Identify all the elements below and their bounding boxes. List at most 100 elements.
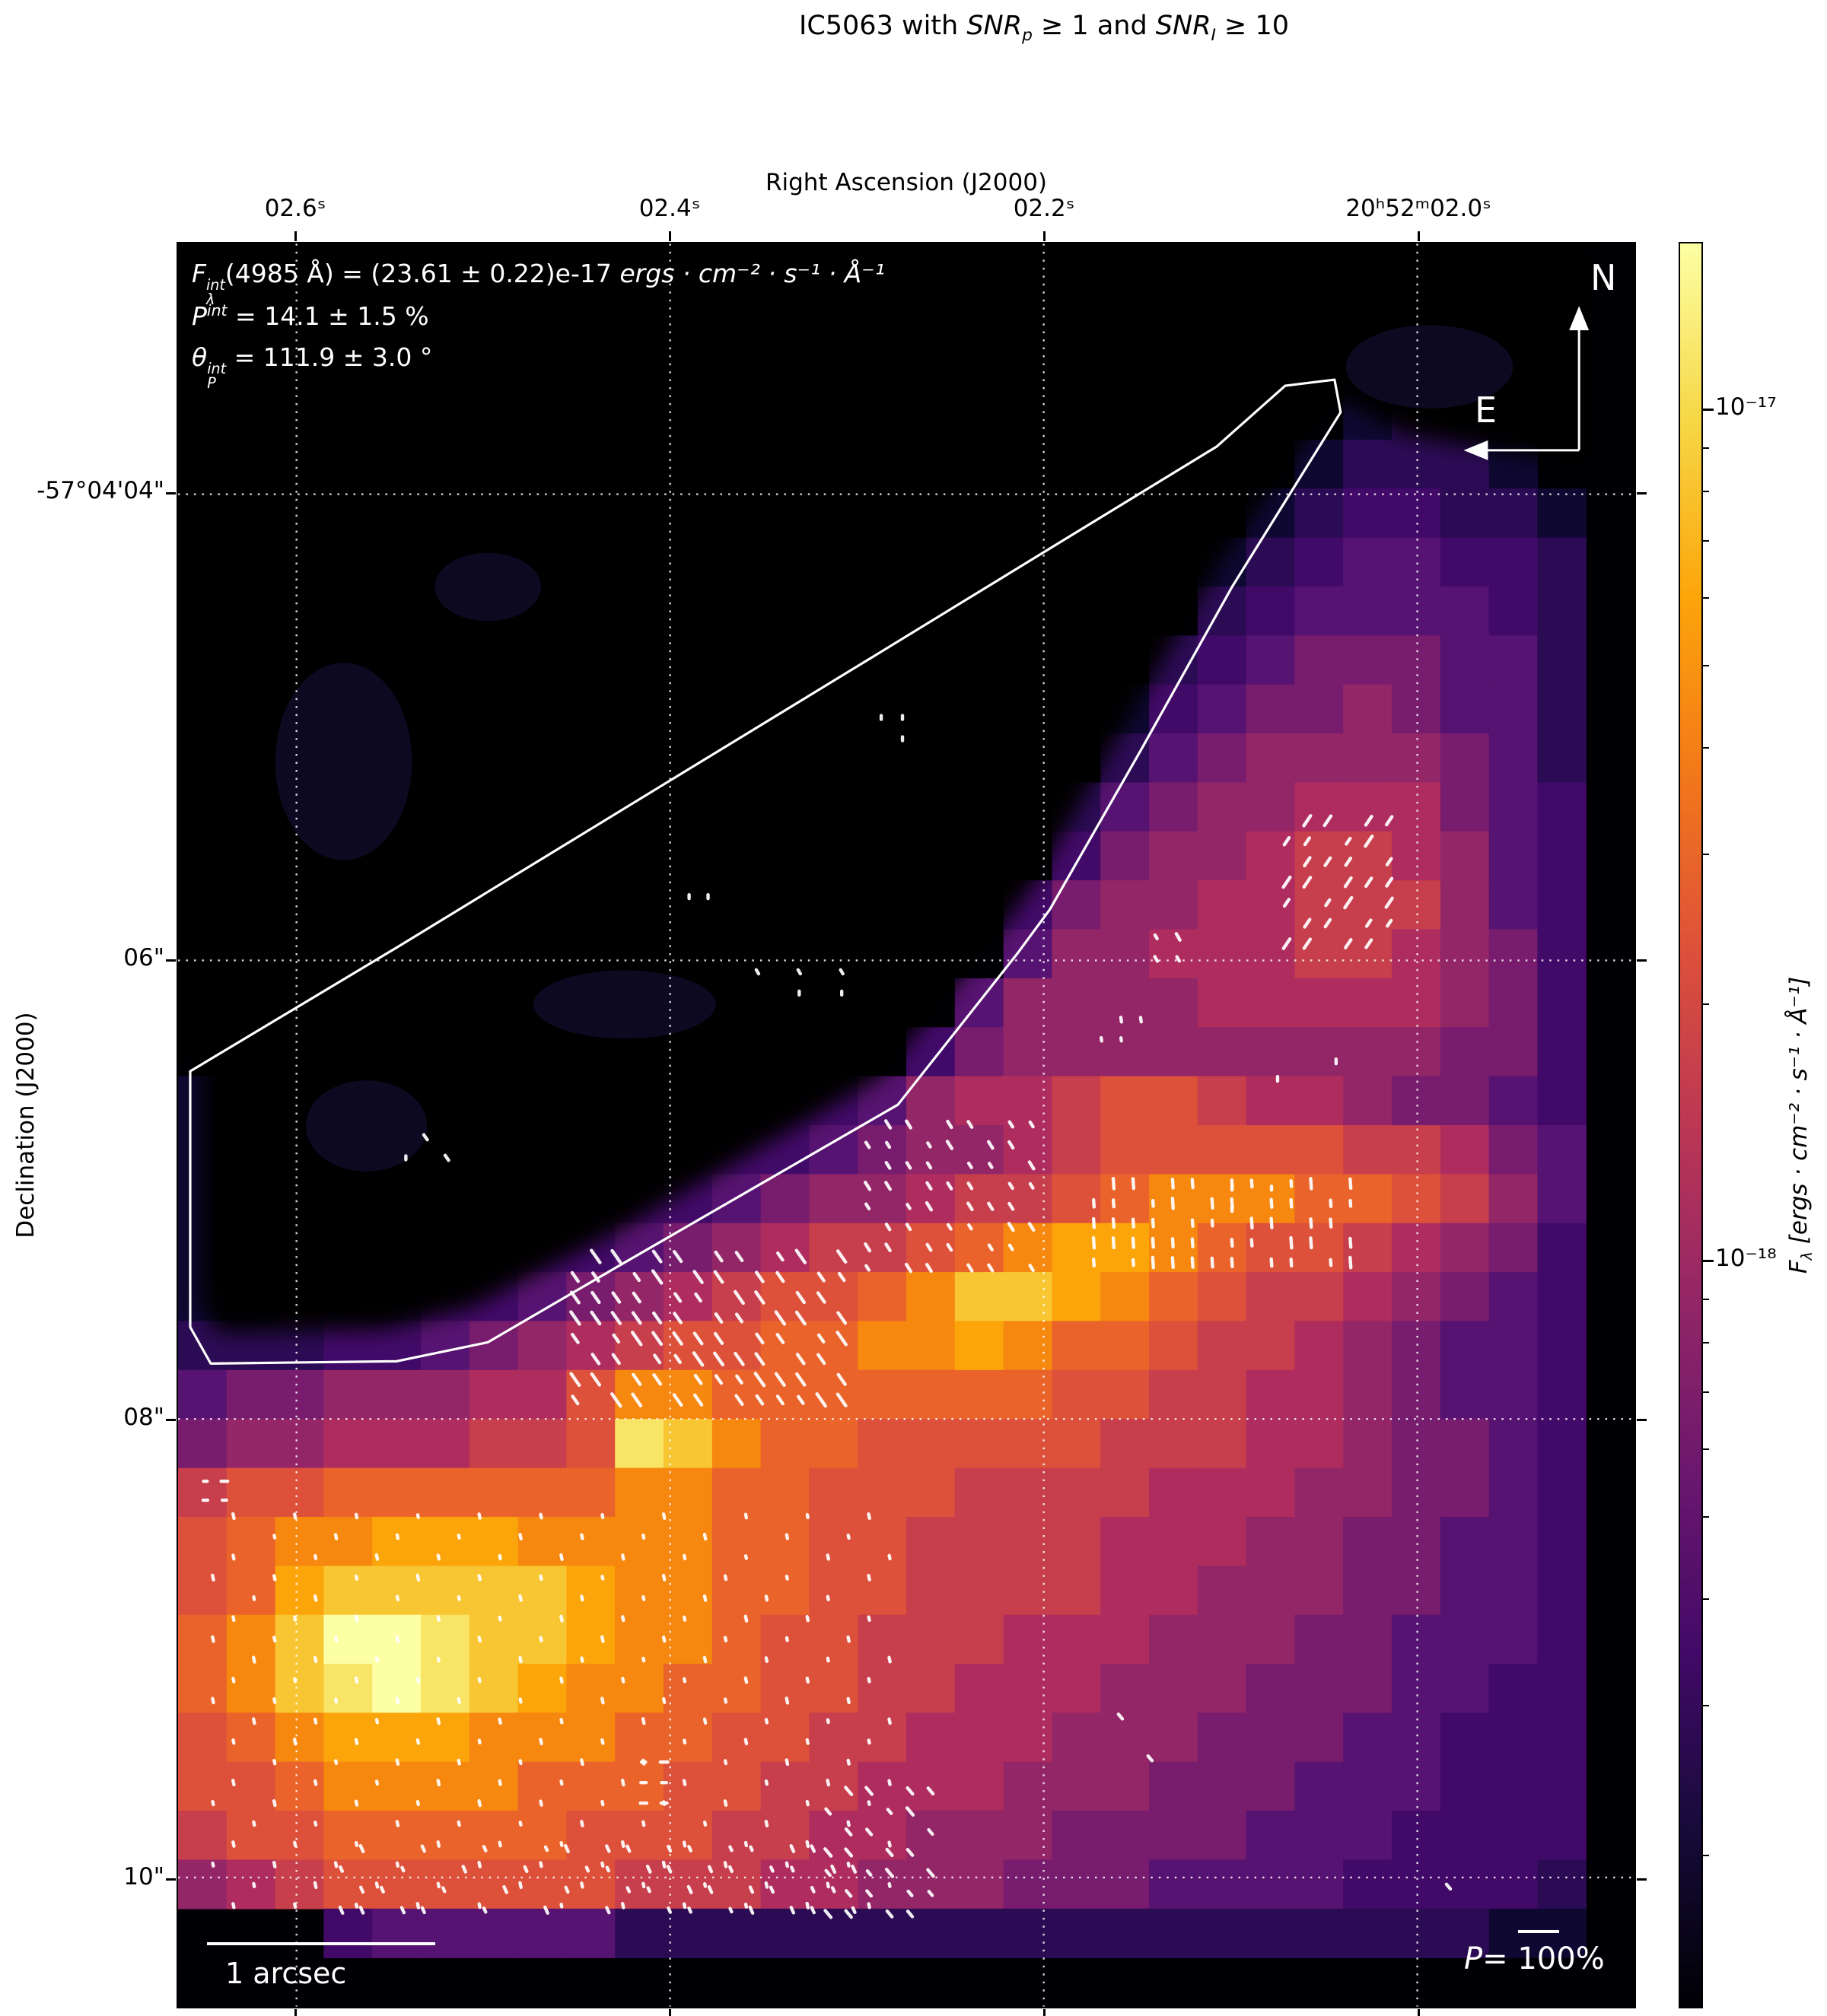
polarization-vector	[498, 1717, 502, 1725]
polarization-vector	[539, 1861, 543, 1868]
ra-tick-label: 02.4ˢ	[638, 195, 701, 222]
polarization-vector	[925, 1161, 933, 1170]
polarization-vector	[789, 1906, 796, 1915]
polarization-vector	[605, 1906, 611, 1915]
dec-tick-label: 08"	[123, 1404, 164, 1431]
polarization-vector	[620, 1779, 625, 1787]
polarization-vector	[415, 1799, 420, 1807]
polarization-vector	[1323, 814, 1333, 828]
polarization-vector	[682, 1840, 687, 1848]
polarization-vector	[1091, 1258, 1096, 1268]
polarization-vector	[1174, 932, 1182, 942]
polarization-vector	[864, 1140, 871, 1150]
colorbar-tick-minor	[1703, 597, 1709, 599]
scalebar-line	[207, 1942, 435, 1945]
polarization-vector	[1385, 876, 1394, 888]
polarization-vector	[1210, 1197, 1214, 1210]
polarization-vector	[805, 1799, 810, 1807]
polarization-vector	[926, 1786, 935, 1796]
polarization-vector	[713, 1351, 725, 1367]
polarization-vector	[313, 1881, 318, 1890]
polarization-vector	[477, 1677, 482, 1684]
polarization-vector	[785, 1696, 790, 1705]
polarization-vector	[906, 1909, 915, 1919]
colorbar-tick-label: 10⁻¹⁷	[1715, 393, 1777, 421]
polarization-vector	[865, 1869, 873, 1877]
polarization-vector	[845, 1889, 853, 1898]
polarization-vector	[641, 1595, 646, 1601]
polarization-vector	[805, 1512, 810, 1519]
polarization-vector	[1384, 896, 1394, 909]
polarization-vector	[502, 1885, 508, 1894]
polarization-vector	[667, 1906, 673, 1914]
polarization-vector	[1151, 1255, 1155, 1270]
polarization-vector	[395, 1696, 400, 1705]
polarization-vector	[436, 1840, 441, 1848]
polarization-vector	[354, 1512, 359, 1520]
polarization-vector	[543, 1905, 549, 1915]
polarization-vector	[559, 1676, 564, 1684]
polarization-vector	[1131, 1217, 1135, 1229]
polarization-vector	[621, 1677, 625, 1684]
polarization-vector	[666, 1865, 673, 1874]
polarization-vector	[790, 1865, 795, 1873]
polarization-vector	[966, 1181, 974, 1191]
polarization-vector	[313, 1717, 318, 1725]
polarization-vector	[1007, 1181, 1014, 1191]
polarization-vector	[966, 1263, 974, 1273]
polarization-vector	[652, 1311, 663, 1325]
angle-annotation-line3: θ int P = 111.9 ± 3.0 °	[192, 342, 433, 392]
polarization-vector	[672, 1393, 683, 1407]
polarization-vector	[748, 1905, 755, 1915]
polarization-vector	[441, 1886, 447, 1894]
polarization-vector	[945, 1140, 953, 1150]
polarization-vector	[1302, 814, 1313, 828]
polarization-vector	[564, 1843, 570, 1854]
polarization-vector	[518, 1655, 523, 1664]
polarization-reference-label: P= 100%	[1464, 1941, 1605, 1976]
polarization-vector	[313, 1655, 318, 1664]
polarization-vector	[987, 1243, 994, 1251]
polarization-vector	[1309, 1236, 1313, 1250]
polarization-vector	[477, 1798, 482, 1808]
polarization-vector	[764, 1779, 769, 1786]
polarization-vector	[605, 1844, 611, 1853]
polarization-vector	[1210, 1218, 1214, 1228]
polarization-vector	[883, 1119, 893, 1130]
polarization-vector	[927, 1828, 934, 1836]
polarization-vector	[1190, 1237, 1195, 1248]
polarization-vector	[415, 1513, 420, 1519]
polarization-vector	[836, 1331, 848, 1347]
polarization-vector	[1348, 1236, 1353, 1249]
polarization-vector	[764, 1820, 769, 1828]
polarization-vector	[539, 1636, 543, 1642]
polarization-vector	[749, 1845, 754, 1852]
polarization-vector	[926, 1141, 932, 1149]
polarization-vector	[379, 1885, 385, 1894]
axis-tick-bottom	[669, 2009, 671, 2016]
polarization-vector	[354, 1841, 359, 1848]
polarization-vector	[1289, 1258, 1294, 1268]
polarization-vector	[354, 1614, 359, 1623]
polarization-vector	[590, 1372, 602, 1387]
polarization-vector	[785, 1636, 789, 1642]
axis-tick-bottom	[1418, 2009, 1420, 2016]
polarization-vector	[1116, 1712, 1125, 1721]
polarization-vector	[830, 1864, 837, 1874]
polarization-vector	[1091, 1216, 1097, 1229]
polarization-vector	[621, 1901, 625, 1909]
polarization-vector	[864, 1242, 872, 1253]
polarization-vector	[844, 1909, 853, 1919]
polarization-vector	[436, 1615, 441, 1623]
axis-tick-bottom	[294, 2009, 297, 2016]
polarization-vector	[682, 1902, 687, 1909]
polarization-vector	[682, 1615, 687, 1622]
polarization-vector	[354, 1903, 359, 1909]
polarization-vector	[600, 1861, 605, 1868]
polarization-vector	[559, 1553, 564, 1561]
polarization-vector	[231, 1512, 236, 1521]
colorbar-tick-major	[1703, 1260, 1714, 1262]
colorbar-tick-minor	[1703, 491, 1709, 492]
polarization-vector	[1329, 1198, 1333, 1209]
polarization-vector	[1289, 1197, 1294, 1209]
